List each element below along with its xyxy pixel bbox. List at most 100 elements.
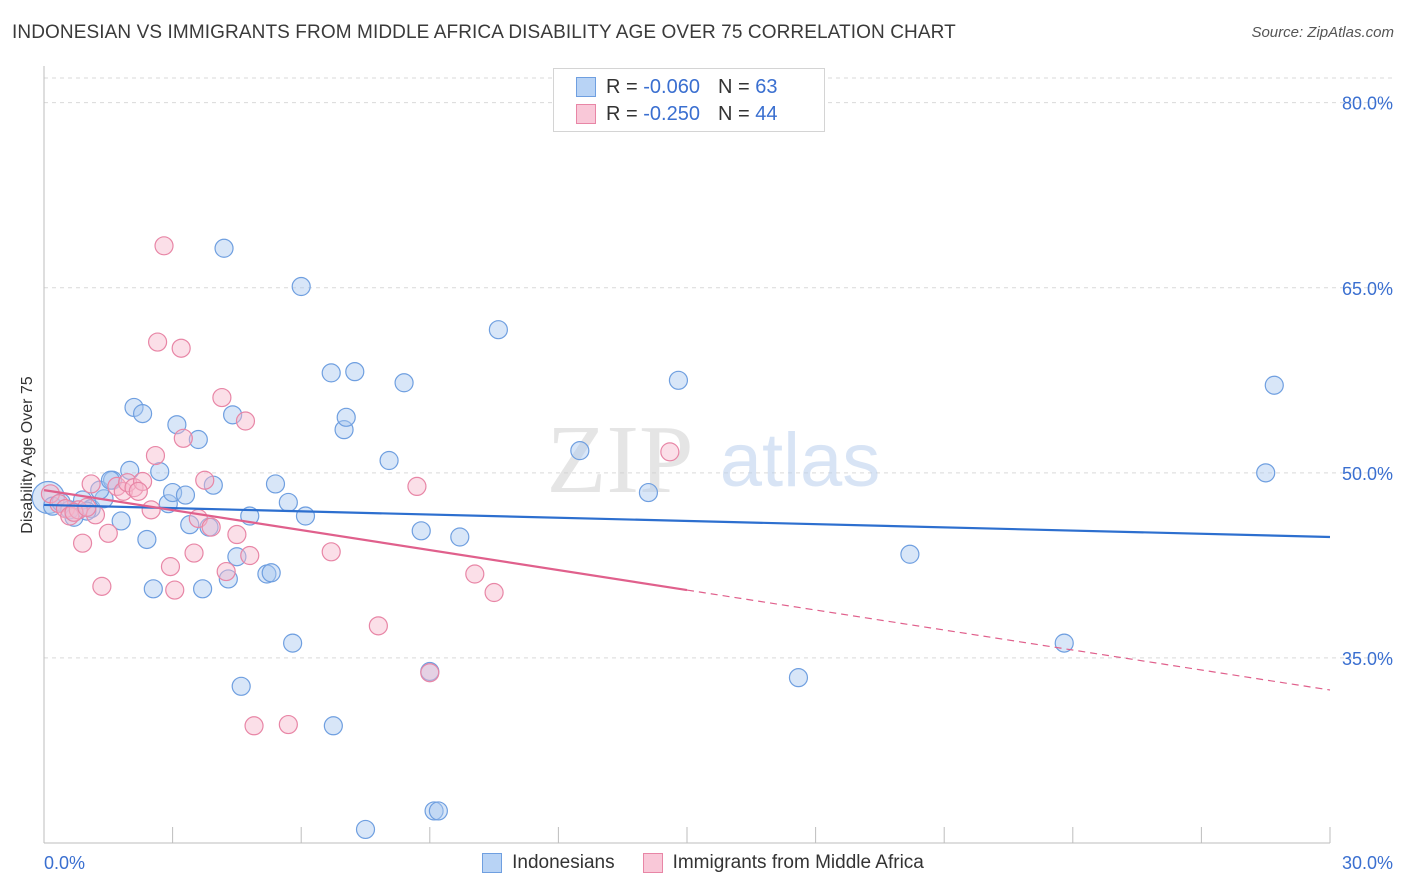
legend-label-indonesians: Indonesians [512,852,615,873]
y-tick-label: 80.0% [1342,94,1393,114]
data-point [201,517,221,537]
data-point [160,557,181,577]
y-tick-label: 65.0% [1342,279,1393,299]
data-point [132,404,153,424]
data-point [64,502,84,522]
data-point [424,801,444,821]
axes [43,66,1331,844]
legend-item-middle-africa[interactable]: Immigrants from Middle Africa [642,852,924,874]
data-point [195,470,215,490]
data-point [1256,463,1276,483]
blue-swatch [576,77,596,97]
pink-swatch [642,853,663,873]
data-point [72,533,93,553]
data-point [336,407,356,427]
series-legend: Indonesians Immigrants from Middle Afric… [0,852,1406,874]
trend-line-middle-africa [43,489,688,592]
data-point [323,716,343,736]
n-value: 63 [755,75,778,98]
data-point [92,576,112,596]
data-point [143,579,163,599]
data-point [638,482,659,503]
data-point [355,819,376,840]
legend-label-middle-africa: Immigrants from Middle Africa [672,852,924,873]
data-point [227,524,247,545]
y-tick-label: 35.0% [1342,649,1393,669]
data-point [240,545,260,566]
data-point [1264,375,1284,395]
data-point [145,445,166,466]
data-point [394,373,414,393]
data-point [368,616,388,636]
data-point [411,521,431,541]
data-point [321,363,341,383]
n-label: N = [717,102,750,125]
data-point [113,481,133,501]
data-point [111,511,131,531]
data-point [218,569,238,589]
data-point [212,387,232,408]
data-point [291,276,311,297]
data-point [165,580,185,600]
data-point [900,544,920,564]
data-point [450,527,470,547]
trend-lines [43,489,1331,691]
source-note: Source: ZipAtlas.com [1251,24,1394,41]
x-tick-label-max: 30.0% [1342,853,1393,873]
watermark-zip: ZIP [547,406,694,514]
data-point [175,485,196,505]
y-tick-labels: 35.0% 50.0% 65.0% 80.0% [1342,94,1393,669]
legend-row-middle-africa: R = -0.250 N = 44 [576,101,777,127]
data-point [484,582,504,603]
data-point [420,663,440,683]
data-point [261,563,281,583]
y-tick-label: 50.0% [1342,464,1393,484]
data-point [570,441,590,461]
data-point [81,474,101,494]
r-label: R = [606,102,638,125]
data-point [107,476,127,497]
data-point [235,411,256,431]
data-point [321,542,341,562]
middle-africa-points [40,236,680,736]
data-point [668,370,689,390]
trend-line-middle-africa-extrapolated [686,589,1331,691]
stats-legend: R = -0.060 N = 63 R = -0.250 N = 44 [553,68,825,132]
watermark: ZIP atlas [547,406,881,514]
data-point [265,474,286,494]
data-point [334,420,354,440]
r-value: -0.250 [643,102,700,125]
data-point [132,471,153,492]
data-point [283,633,303,653]
r-label: R = [606,75,638,98]
data-point [141,500,161,520]
data-point [171,338,191,358]
data-point [49,494,69,514]
data-point [173,428,193,448]
data-point [244,716,264,736]
data-point [488,320,508,340]
x-tick-label-min: 0.0% [44,853,85,873]
data-point [231,676,251,696]
data-point [278,714,298,735]
data-point [128,481,148,501]
chart-title: INDONESIAN VS IMMIGRANTS FROM MIDDLE AFR… [12,22,956,43]
legend-item-indonesians[interactable]: Indonesians [482,852,615,874]
data-point [345,362,365,382]
data-point [407,476,427,497]
pink-swatch [576,104,596,124]
data-point [216,561,236,582]
data-point [788,668,809,688]
data-point [428,801,448,821]
data-point [147,332,168,352]
r-value: -0.060 [643,75,700,98]
data-point [188,429,208,450]
data-point [214,238,234,258]
trend-line-indonesians [43,503,1331,539]
data-point [295,506,316,526]
data-point [77,497,97,517]
indonesians-points [31,238,1284,840]
data-point [660,442,680,462]
data-point [184,543,204,563]
